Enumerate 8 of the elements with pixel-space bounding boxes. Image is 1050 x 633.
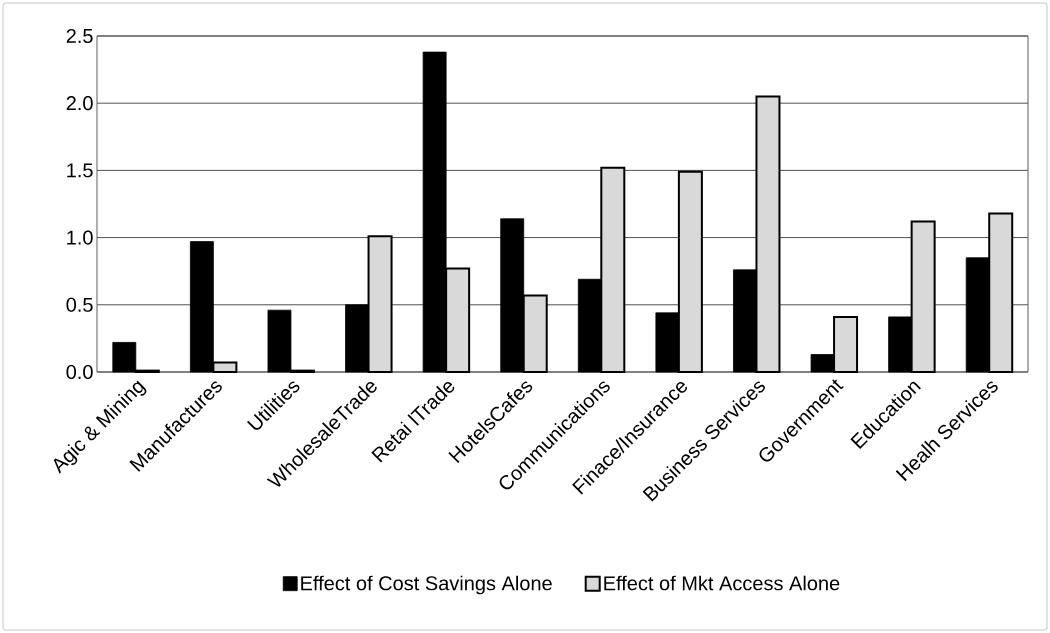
y-tick-label: 2.0 bbox=[66, 96, 93, 111]
y-tick-label: 0.5 bbox=[66, 297, 93, 312]
legend-label: Effect of Cost Savings Alone bbox=[301, 575, 552, 595]
y-tick-label: 1.0 bbox=[67, 230, 93, 245]
legend-label: Effect of Mkt Access Alone bbox=[604, 575, 840, 591]
y-tick-label: 0.0 bbox=[66, 364, 93, 380]
y-tick-label: 2.5 bbox=[66, 28, 93, 44]
y-tick-label: 1.5 bbox=[67, 163, 93, 178]
